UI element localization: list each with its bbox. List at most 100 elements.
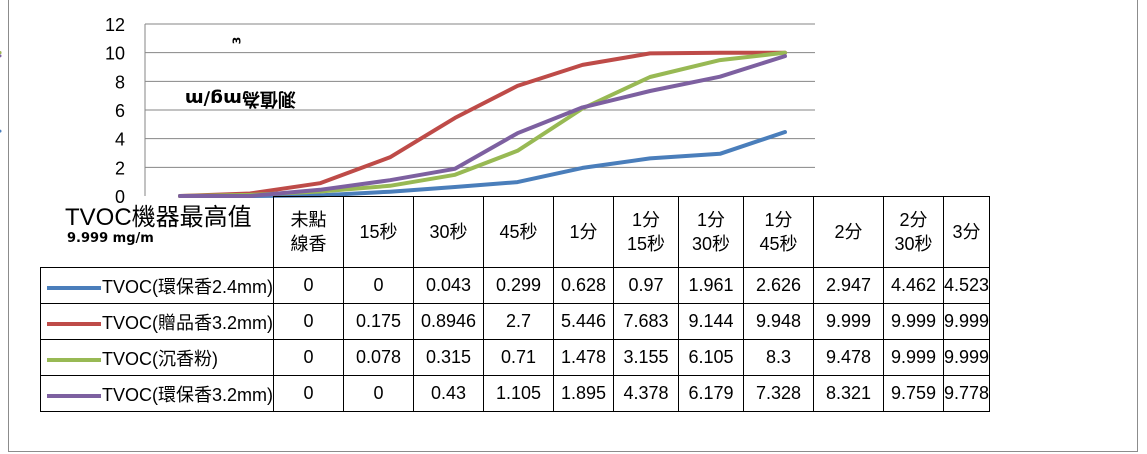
table-cell: 0 <box>273 267 344 304</box>
table-cell: 4.378 <box>613 375 679 412</box>
table-cell: 0.97 <box>613 267 679 304</box>
table-cell: 6.179 <box>678 375 744 412</box>
table-cell: 6.105 <box>678 339 744 376</box>
x-tick-text: 3分 <box>952 222 981 242</box>
x-tick-text: 線香 <box>290 234 327 254</box>
x-tick-text: 30秒 <box>691 234 731 254</box>
table-cell: 9.999 <box>942 339 991 376</box>
table-cell: 0.175 <box>343 303 414 340</box>
table-row: TVOC(贈品香3.2mm) 0 0.175 0.8946 2.7 5.446 7.683 9… <box>40 303 991 340</box>
data-point <box>516 84 519 88</box>
x-tick-label: 45秒 <box>483 196 554 268</box>
x-tick-label: 3分 <box>942 196 991 268</box>
table-cell: 8.321 <box>813 375 884 412</box>
data-point <box>453 185 457 189</box>
table-cell: 0.71 <box>483 339 554 376</box>
data-point <box>648 89 652 93</box>
x-tick-text: 1分 <box>569 222 598 242</box>
legend-label: TVOC(贈品香3.2mm) <box>102 312 273 333</box>
table-cell: 9.948 <box>743 303 814 340</box>
legend-entry: TVOC(贈品香3.2mm) <box>40 303 274 340</box>
data-point <box>388 190 392 194</box>
table-cell: 9.999 <box>942 303 991 340</box>
data-point <box>648 156 652 160</box>
legend-entry: TVOC(沉香粉) <box>40 339 274 376</box>
data-point <box>718 58 722 62</box>
data-point <box>783 51 787 55</box>
data-point <box>718 152 722 156</box>
data-point <box>581 63 584 67</box>
x-tick-label: 2分 30秒 <box>883 196 944 268</box>
legend-swatch <box>47 321 101 326</box>
table-cell: 1.895 <box>553 375 614 412</box>
x-tick-text: 45秒 <box>499 222 538 242</box>
chart-frame <box>8 0 1138 452</box>
data-point <box>718 51 722 55</box>
table-cell: 9.778 <box>942 375 991 412</box>
table-row: TVOC(環保香2.4mm) 0 0 0.043 0.299 0.628 0.97 1.961… <box>40 267 991 304</box>
table-cell: 9.759 <box>883 375 944 412</box>
x-tick-text: 1分 <box>696 210 725 230</box>
data-point <box>388 184 392 188</box>
x-tick-text: 30秒 <box>429 222 468 242</box>
data-point <box>648 75 652 79</box>
table-cell: 0.043 <box>413 267 484 304</box>
x-tick-label: 15秒 <box>343 196 414 268</box>
x-tick-label: 2分 <box>813 196 884 268</box>
y-tick-label: 6 <box>115 101 125 121</box>
table-cell: 9.478 <box>813 339 884 376</box>
y-axis-label: 測值為mg/m3 <box>184 36 296 109</box>
data-point <box>388 178 392 182</box>
x-tick-text: 未點 <box>290 210 327 230</box>
legend-entry: TVOC(環保香2.4mm) <box>40 267 274 304</box>
table-cell: 3.155 <box>613 339 679 376</box>
data-point <box>318 188 322 192</box>
data-point <box>453 116 457 120</box>
table-cell: 2.7 <box>483 303 554 340</box>
x-tick-text: 15秒 <box>626 234 666 254</box>
table-cell: 0 <box>273 303 344 340</box>
data-point <box>516 131 519 135</box>
legend-label: TVOC(環保香3.2mm) <box>102 384 273 405</box>
data-point <box>581 166 584 170</box>
table-cell: 0.078 <box>343 339 414 376</box>
table-cell: 8.3 <box>743 339 814 376</box>
table-cell: 7.328 <box>743 375 814 412</box>
table-row: TVOC(沉香粉) 0 0.078 0.315 0.71 1.478 3.155 6.105 8… <box>40 339 991 376</box>
table-corner <box>40 196 274 268</box>
legend-label: TVOC(環保香2.4mm) <box>102 276 273 297</box>
x-tick-text: 30秒 <box>894 234 933 254</box>
series-line <box>178 54 787 198</box>
table-cell: 0 <box>273 339 344 376</box>
table-cell: 1.105 <box>483 375 554 412</box>
table-cell: 1.478 <box>553 339 614 376</box>
data-point <box>783 54 787 58</box>
x-tick-text: 2分 <box>899 210 928 230</box>
table-cell: 0.315 <box>413 339 484 376</box>
data-point <box>581 105 584 109</box>
data-point <box>453 173 457 177</box>
x-tick-text: 1分 <box>764 210 793 230</box>
y-tick-label: 10 <box>105 44 125 64</box>
data-point <box>718 75 722 79</box>
table-cell: 7.683 <box>613 303 679 340</box>
y-tick-label: 4 <box>115 130 125 150</box>
y-tick-label: 12 <box>105 15 125 35</box>
legend-swatch <box>47 285 101 290</box>
legend-swatch <box>47 393 101 398</box>
table-cell: 9.144 <box>678 303 744 340</box>
table-cell: 4.523 <box>942 267 991 304</box>
table-cell: 9.999 <box>883 303 944 340</box>
table-cell: 1.961 <box>678 267 744 304</box>
data-point <box>783 130 787 134</box>
data-point <box>516 149 519 153</box>
series-line <box>178 50 787 198</box>
x-tick-label: 1分 45秒 <box>743 196 814 268</box>
series-line <box>178 130 787 198</box>
data-point <box>0 129 2 133</box>
data-point <box>516 180 519 184</box>
table-cell: 0 <box>343 375 414 412</box>
series-line <box>178 50 787 198</box>
table-row: TVOC(環保香3.2mm) 0 0 0.43 1.105 1.895 4.378 6.179… <box>40 375 991 412</box>
